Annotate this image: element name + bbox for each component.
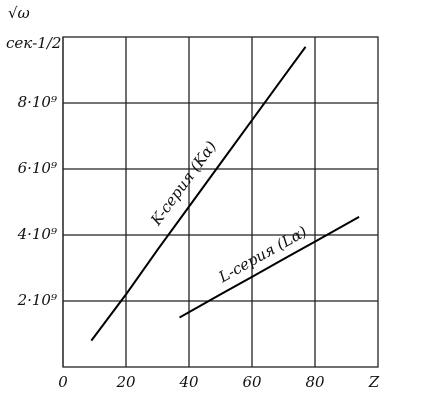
y-tick-label: 8·10⁹ <box>18 93 57 111</box>
series-line <box>179 215 360 319</box>
x-axis-label: Z <box>368 373 380 391</box>
y-axis-unit: сек-1/2 <box>6 34 61 52</box>
x-tick-label: 60 <box>242 373 262 391</box>
y-tick-label: 6·10⁹ <box>18 159 57 177</box>
series-label: L-серия (Lα) <box>215 222 310 286</box>
y-tick-label: 4·10⁹ <box>17 225 57 243</box>
series-line <box>90 46 307 342</box>
x-tick-label: 40 <box>178 373 199 391</box>
y-tick-label: 2·10⁹ <box>17 291 57 309</box>
y-axis-label: √ω <box>8 4 30 22</box>
x-tick-label: 80 <box>305 373 325 391</box>
plot-frame <box>62 36 379 368</box>
x-tick-label: 0 <box>58 373 68 391</box>
x-tick-label: 20 <box>115 373 136 391</box>
